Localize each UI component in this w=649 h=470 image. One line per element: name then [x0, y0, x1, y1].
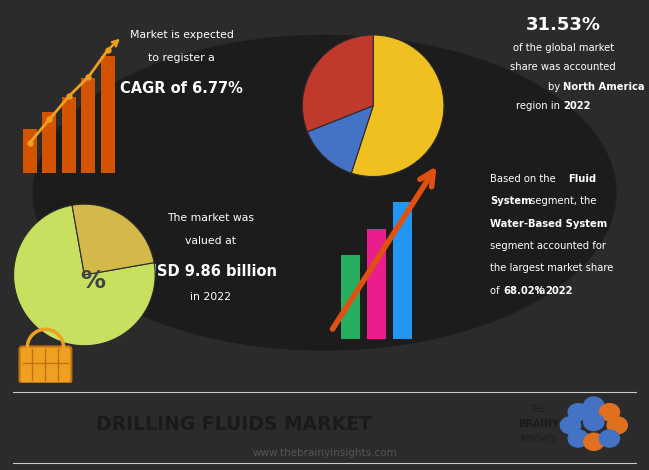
Bar [341, 255, 360, 339]
Text: USD 9.86 billion: USD 9.86 billion [145, 264, 277, 279]
Text: The market was: The market was [167, 213, 254, 223]
Circle shape [560, 417, 581, 434]
Text: THE: THE [531, 405, 546, 414]
Text: to register a: to register a [149, 53, 215, 63]
Text: by: by [548, 82, 563, 92]
Circle shape [583, 397, 604, 414]
Wedge shape [302, 35, 373, 132]
Bar [62, 97, 76, 173]
Text: Fluid: Fluid [569, 174, 596, 184]
Text: of: of [490, 286, 503, 296]
Text: DRILLING FLUIDS MARKET: DRILLING FLUIDS MARKET [96, 415, 371, 434]
Bar [23, 130, 37, 173]
Wedge shape [72, 204, 154, 275]
Circle shape [607, 417, 628, 434]
Wedge shape [351, 35, 444, 177]
Text: share was accounted: share was accounted [511, 63, 616, 72]
Text: BRAINY: BRAINY [518, 419, 559, 429]
Text: in 2022: in 2022 [190, 292, 232, 302]
Text: System: System [490, 196, 532, 206]
Bar [101, 56, 115, 173]
Text: Water-Based System: Water-Based System [490, 219, 607, 228]
Wedge shape [14, 205, 155, 346]
Text: www.thebrainyinsights.com: www.thebrainyinsights.com [252, 448, 397, 458]
Text: 2022: 2022 [545, 286, 572, 296]
Bar [393, 202, 412, 339]
Text: INSIGHTS: INSIGHTS [520, 435, 557, 444]
Wedge shape [308, 106, 373, 173]
Text: in: in [533, 286, 549, 296]
Circle shape [599, 404, 620, 421]
Text: 68.02%: 68.02% [503, 286, 545, 296]
Bar [42, 112, 56, 173]
Text: region in: region in [516, 101, 563, 111]
Text: the largest market share: the largest market share [490, 263, 613, 273]
Text: 2022: 2022 [563, 101, 591, 111]
Text: North America: North America [563, 82, 645, 92]
Text: CAGR of 6.77%: CAGR of 6.77% [120, 81, 243, 96]
Text: Market is expected: Market is expected [130, 30, 234, 39]
Text: of the global market: of the global market [513, 43, 614, 53]
Text: 31.53%: 31.53% [526, 16, 601, 34]
Circle shape [583, 433, 604, 450]
Bar [81, 78, 95, 173]
Text: segment accounted for: segment accounted for [490, 241, 606, 251]
Text: %: % [80, 269, 105, 293]
Circle shape [583, 414, 604, 431]
FancyBboxPatch shape [19, 346, 71, 383]
Bar [367, 229, 386, 339]
Text: segment, the: segment, the [527, 196, 596, 206]
Text: Based on the: Based on the [490, 174, 559, 184]
Circle shape [599, 430, 620, 447]
Text: valued at: valued at [186, 236, 236, 246]
Circle shape [568, 404, 589, 421]
Ellipse shape [32, 35, 617, 351]
Circle shape [568, 430, 589, 447]
